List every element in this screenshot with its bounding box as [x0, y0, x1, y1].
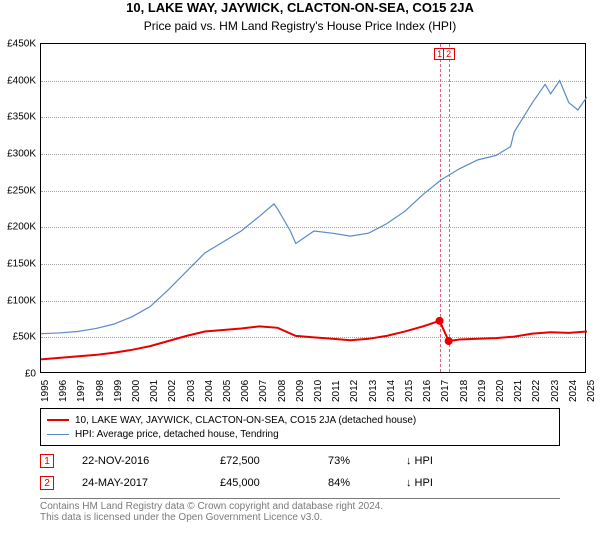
x-tick-label: 2004	[204, 380, 215, 402]
x-tick-label: 1997	[76, 380, 87, 402]
event-row-1: 1 22-NOV-2016 £72,500 73% ↓ HPI	[40, 450, 560, 472]
event-price-1: £72,500	[220, 455, 300, 467]
x-tick-label: 2010	[313, 380, 324, 402]
y-tick-label: £150K	[0, 259, 36, 270]
x-axis-labels: 1995 1996 1997 1998 1999 2000 2001 2002 2003 2004…	[40, 378, 586, 406]
footer: Contains HM Land Registry data © Crown c…	[40, 498, 560, 523]
x-tick-label: 2023	[550, 380, 561, 402]
event-date-2: 24-MAY-2017	[82, 477, 192, 489]
event-pct-2: 84%	[328, 477, 378, 489]
x-tick-label: 2006	[240, 380, 251, 402]
y-tick-label: £50K	[0, 332, 36, 343]
chart-subtitle: Price paid vs. HM Land Registry's House …	[0, 19, 600, 33]
y-tick-label: £200K	[0, 222, 36, 233]
y-tick-label: £450K	[0, 39, 36, 50]
x-tick-label: 2014	[386, 380, 397, 402]
event-dir-1: ↓ HPI	[406, 455, 433, 467]
y-tick-label: £300K	[0, 149, 36, 160]
x-tick-label: 2018	[459, 380, 470, 402]
events-table: 1 22-NOV-2016 £72,500 73% ↓ HPI 2 24-MAY…	[40, 450, 560, 494]
event-date-1: 22-NOV-2016	[82, 455, 192, 467]
legend-swatch-hpi	[47, 434, 69, 435]
legend-item-hpi: HPI: Average price, detached house, Tend…	[47, 427, 553, 441]
event-row-2: 2 24-MAY-2017 £45,000 84% ↓ HPI	[40, 472, 560, 494]
x-tick-label: 2019	[477, 380, 488, 402]
y-tick-label: £350K	[0, 112, 36, 123]
y-tick-label: £400K	[0, 75, 36, 86]
x-tick-label: 2005	[222, 380, 233, 402]
x-tick-label: 1996	[58, 380, 69, 402]
event-marker-1: 1	[40, 454, 54, 468]
x-tick-label: 2020	[495, 380, 506, 402]
x-tick-label: 1998	[95, 380, 106, 402]
series-svg	[41, 44, 587, 374]
x-tick-label: 2013	[368, 380, 379, 402]
x-tick-label: 2016	[422, 380, 433, 402]
sale-dot	[436, 317, 444, 325]
y-tick-label: £100K	[0, 295, 36, 306]
x-tick-label: 2015	[404, 380, 415, 402]
legend-label-property: 10, LAKE WAY, JAYWICK, CLACTON-ON-SEA, C…	[75, 415, 416, 426]
chart-event-marker: 2	[443, 48, 455, 60]
legend-item-property: 10, LAKE WAY, JAYWICK, CLACTON-ON-SEA, C…	[47, 413, 553, 427]
event-pct-1: 73%	[328, 455, 378, 467]
x-tick-label: 2017	[440, 380, 451, 402]
legend-label-hpi: HPI: Average price, detached house, Tend…	[75, 429, 279, 440]
event-dir-2: ↓ HPI	[406, 477, 433, 489]
x-tick-label: 2011	[331, 380, 342, 402]
y-tick-label: £250K	[0, 185, 36, 196]
x-tick-label: 2009	[295, 380, 306, 402]
legend-box: 10, LAKE WAY, JAYWICK, CLACTON-ON-SEA, C…	[40, 408, 560, 446]
event-marker-2: 2	[40, 476, 54, 490]
chart-title: 10, LAKE WAY, JAYWICK, CLACTON-ON-SEA, C…	[0, 0, 600, 15]
x-tick-label: 2007	[258, 380, 269, 402]
sale-dot	[445, 337, 453, 345]
x-tick-label: 2024	[568, 380, 579, 402]
x-tick-label: 1999	[113, 380, 124, 402]
legend-swatch-property	[47, 419, 69, 421]
footer-line-2: This data is licensed under the Open Gov…	[40, 512, 560, 523]
x-tick-label: 2001	[149, 380, 160, 402]
event-price-2: £45,000	[220, 477, 300, 489]
series-line-property	[41, 321, 587, 360]
x-tick-label: 1995	[40, 380, 51, 402]
x-tick-label: 2000	[131, 380, 142, 402]
x-tick-label: 2025	[586, 380, 597, 402]
series-line-hpi	[41, 81, 587, 334]
x-tick-label: 2022	[531, 380, 542, 402]
x-tick-label: 2002	[167, 380, 178, 402]
y-tick-label: £0	[0, 369, 36, 380]
x-tick-label: 2008	[277, 380, 288, 402]
footer-line-1: Contains HM Land Registry data © Crown c…	[40, 501, 560, 512]
x-tick-label: 2021	[513, 380, 524, 402]
chart-plot-area: 12	[40, 43, 586, 373]
x-tick-label: 2012	[349, 380, 360, 402]
x-tick-label: 2003	[186, 380, 197, 402]
